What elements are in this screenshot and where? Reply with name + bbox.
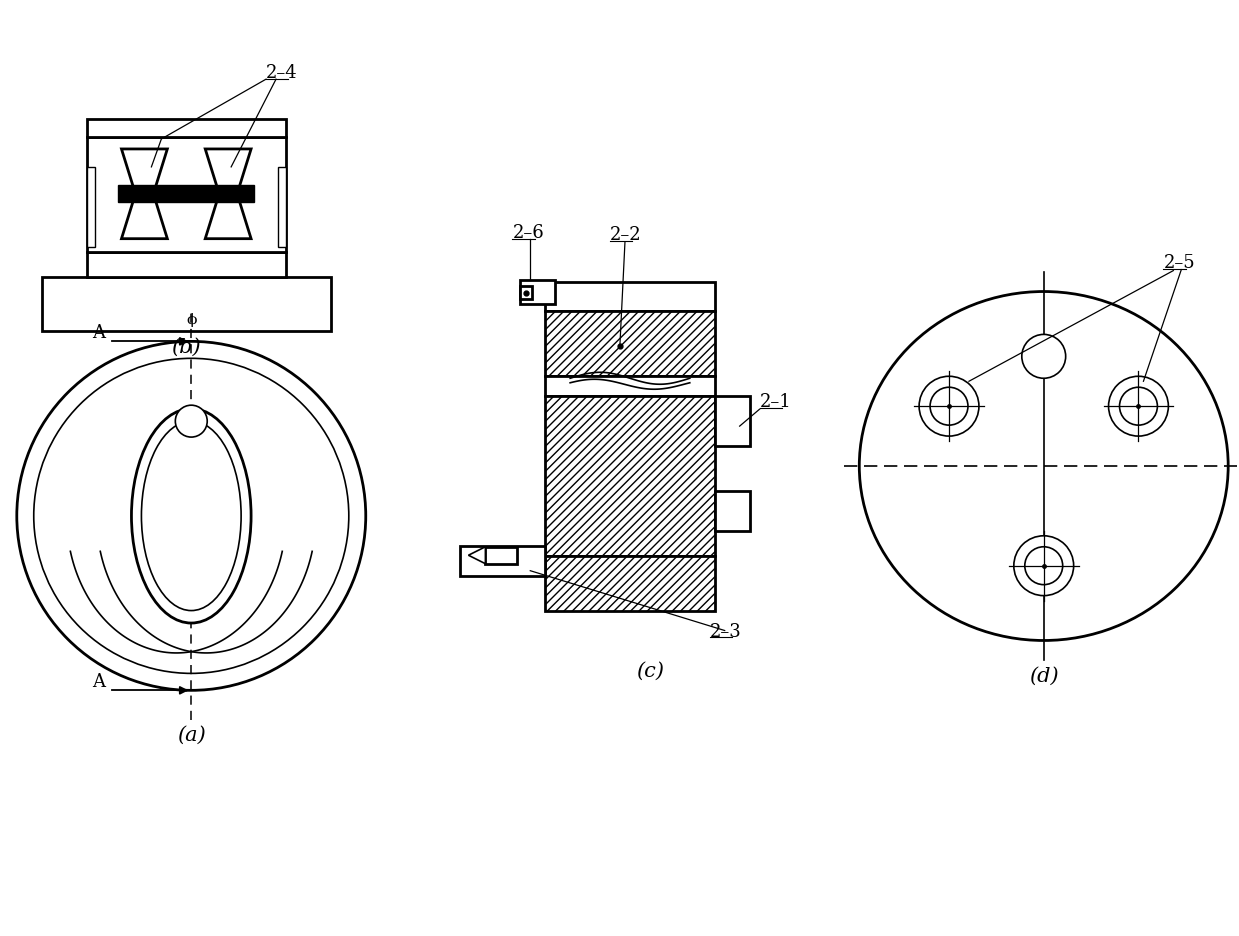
Bar	[545, 283, 715, 312]
Circle shape	[930, 388, 968, 426]
Bar	[87, 253, 286, 277]
Bar	[545, 556, 715, 611]
Circle shape	[33, 358, 349, 674]
Text: (d): (d)	[1028, 665, 1058, 684]
Bar	[87, 168, 94, 247]
Circle shape	[1120, 388, 1157, 426]
Circle shape	[1014, 536, 1074, 596]
Bar	[520, 286, 533, 300]
Ellipse shape	[131, 409, 252, 623]
Bar	[520, 280, 555, 305]
Bar	[715, 491, 750, 532]
Circle shape	[1109, 377, 1168, 436]
Text: 2–1: 2–1	[760, 393, 792, 411]
Polygon shape	[468, 548, 486, 564]
Polygon shape	[206, 150, 252, 240]
Circle shape	[919, 377, 979, 436]
Bar	[545, 377, 715, 397]
Bar	[461, 547, 545, 576]
Text: 2–4: 2–4	[266, 64, 297, 82]
Text: (b): (b)	[171, 337, 201, 356]
Bar	[42, 277, 331, 332]
Bar	[486, 548, 518, 564]
Text: ϕ: ϕ	[186, 314, 197, 327]
Bar	[545, 397, 715, 556]
Circle shape	[176, 405, 207, 438]
Bar	[278, 168, 286, 247]
Bar	[715, 397, 750, 446]
Circle shape	[17, 342, 366, 691]
Bar	[119, 185, 254, 202]
Text: 2–6: 2–6	[512, 224, 544, 241]
Bar	[87, 138, 286, 253]
Bar	[87, 120, 286, 138]
Ellipse shape	[860, 292, 1228, 641]
Circle shape	[1022, 335, 1066, 379]
Bar	[545, 312, 715, 377]
Text: 2–2: 2–2	[610, 226, 642, 243]
Text: A: A	[92, 673, 105, 691]
Polygon shape	[121, 150, 167, 240]
Ellipse shape	[141, 422, 242, 611]
Text: (a): (a)	[177, 725, 206, 744]
Circle shape	[1025, 548, 1063, 585]
Text: 2–3: 2–3	[710, 622, 741, 640]
Text: A: A	[92, 324, 105, 342]
Text: (c): (c)	[636, 661, 664, 680]
Text: 2–5: 2–5	[1163, 254, 1194, 271]
